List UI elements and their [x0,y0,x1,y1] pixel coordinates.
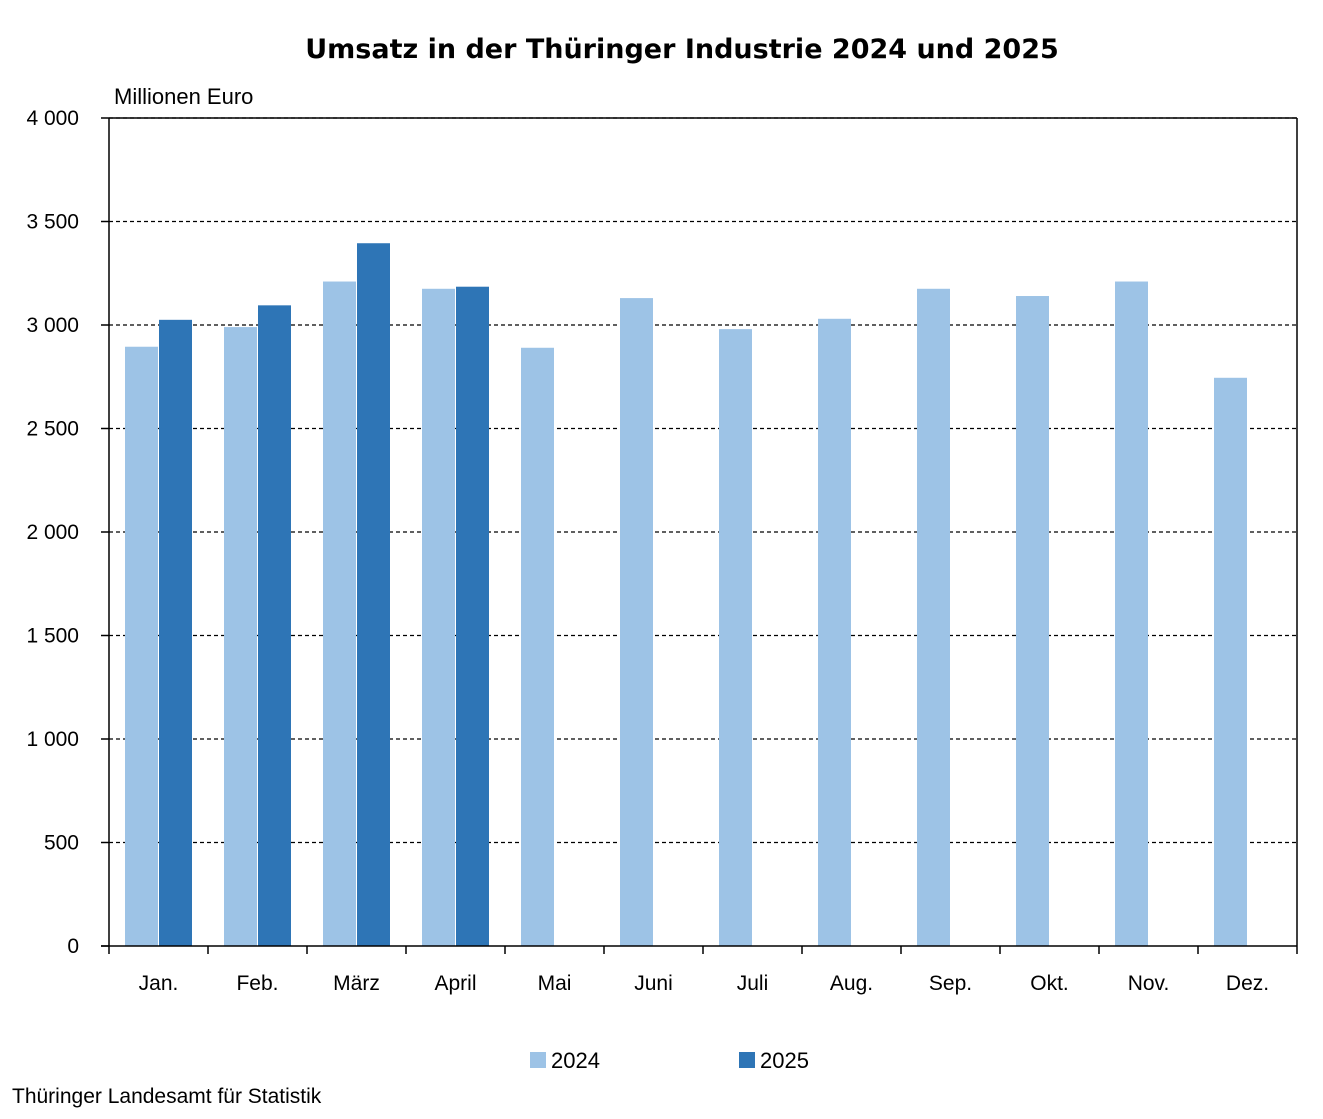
x-tick-label: März [333,972,380,995]
x-axis-ticks: Jan. Feb. März April Mai Juni Juli Aug. Sep. Okt.… [108,946,1298,995]
bar-2025-3 [456,286,489,947]
y-tick-label: 1 500 [26,625,79,648]
bar-2024-8 [917,288,950,946]
bar-chart: Umsatz in der Thüringer Industrie 2024 u… [26,34,1298,1073]
bar-2024-11 [1214,377,1247,946]
bar-2024-9 [1016,296,1049,946]
bar-2024-4 [521,347,554,946]
legend-swatch-2024 [530,1052,546,1068]
y-tick-label: 4 000 [26,107,79,130]
bar-2024-3 [422,288,455,946]
bar-2024-1 [224,327,257,946]
legend: 2024 2025 [530,1048,809,1073]
x-tick-label: Juni [634,972,673,995]
y-tick-label: 1 000 [26,728,79,751]
y-tick-label: 3 500 [26,211,79,234]
legend-label-2025: 2025 [760,1048,809,1073]
y-axis-ticks: 0 500 1 000 1 500 2 000 2 500 3 000 3 500 4 000 [26,107,109,958]
y-tick-label: 3 000 [26,314,79,337]
y-axis-unit-label: Millionen Euro [114,84,253,109]
bar-2024-6 [719,329,752,946]
x-tick-label: April [434,972,476,995]
bar-2024-2 [323,281,356,946]
bar-2024-0 [125,346,158,946]
x-tick-label: Sep. [929,972,972,995]
bar-2025-2 [357,243,390,947]
legend-swatch-2025 [739,1052,755,1068]
x-tick-label: Jan. [139,972,179,995]
y-tick-label: 0 [67,935,79,958]
bar-2025-0 [159,319,192,946]
bars [125,243,1247,947]
source-note: Thüringer Landesamt für Statistik [12,1085,322,1108]
x-tick-label: Dez. [1226,972,1269,995]
bar-2024-5 [620,298,653,947]
x-tick-label: Okt. [1030,972,1069,995]
y-tick-label: 2 000 [26,521,79,544]
bar-2024-10 [1115,281,1148,946]
y-tick-label: 2 500 [26,418,79,441]
y-tick-label: 500 [44,832,79,855]
x-tick-label: Feb. [236,972,278,995]
legend-label-2024: 2024 [551,1048,600,1073]
x-tick-label: Nov. [1128,972,1170,995]
x-tick-label: Juli [737,972,769,995]
bar-2024-7 [818,318,851,946]
x-tick-label: Mai [538,972,572,995]
chart-title: Umsatz in der Thüringer Industrie 2024 u… [305,34,1059,65]
bar-2025-1 [258,305,291,947]
x-tick-label: Aug. [830,972,873,995]
